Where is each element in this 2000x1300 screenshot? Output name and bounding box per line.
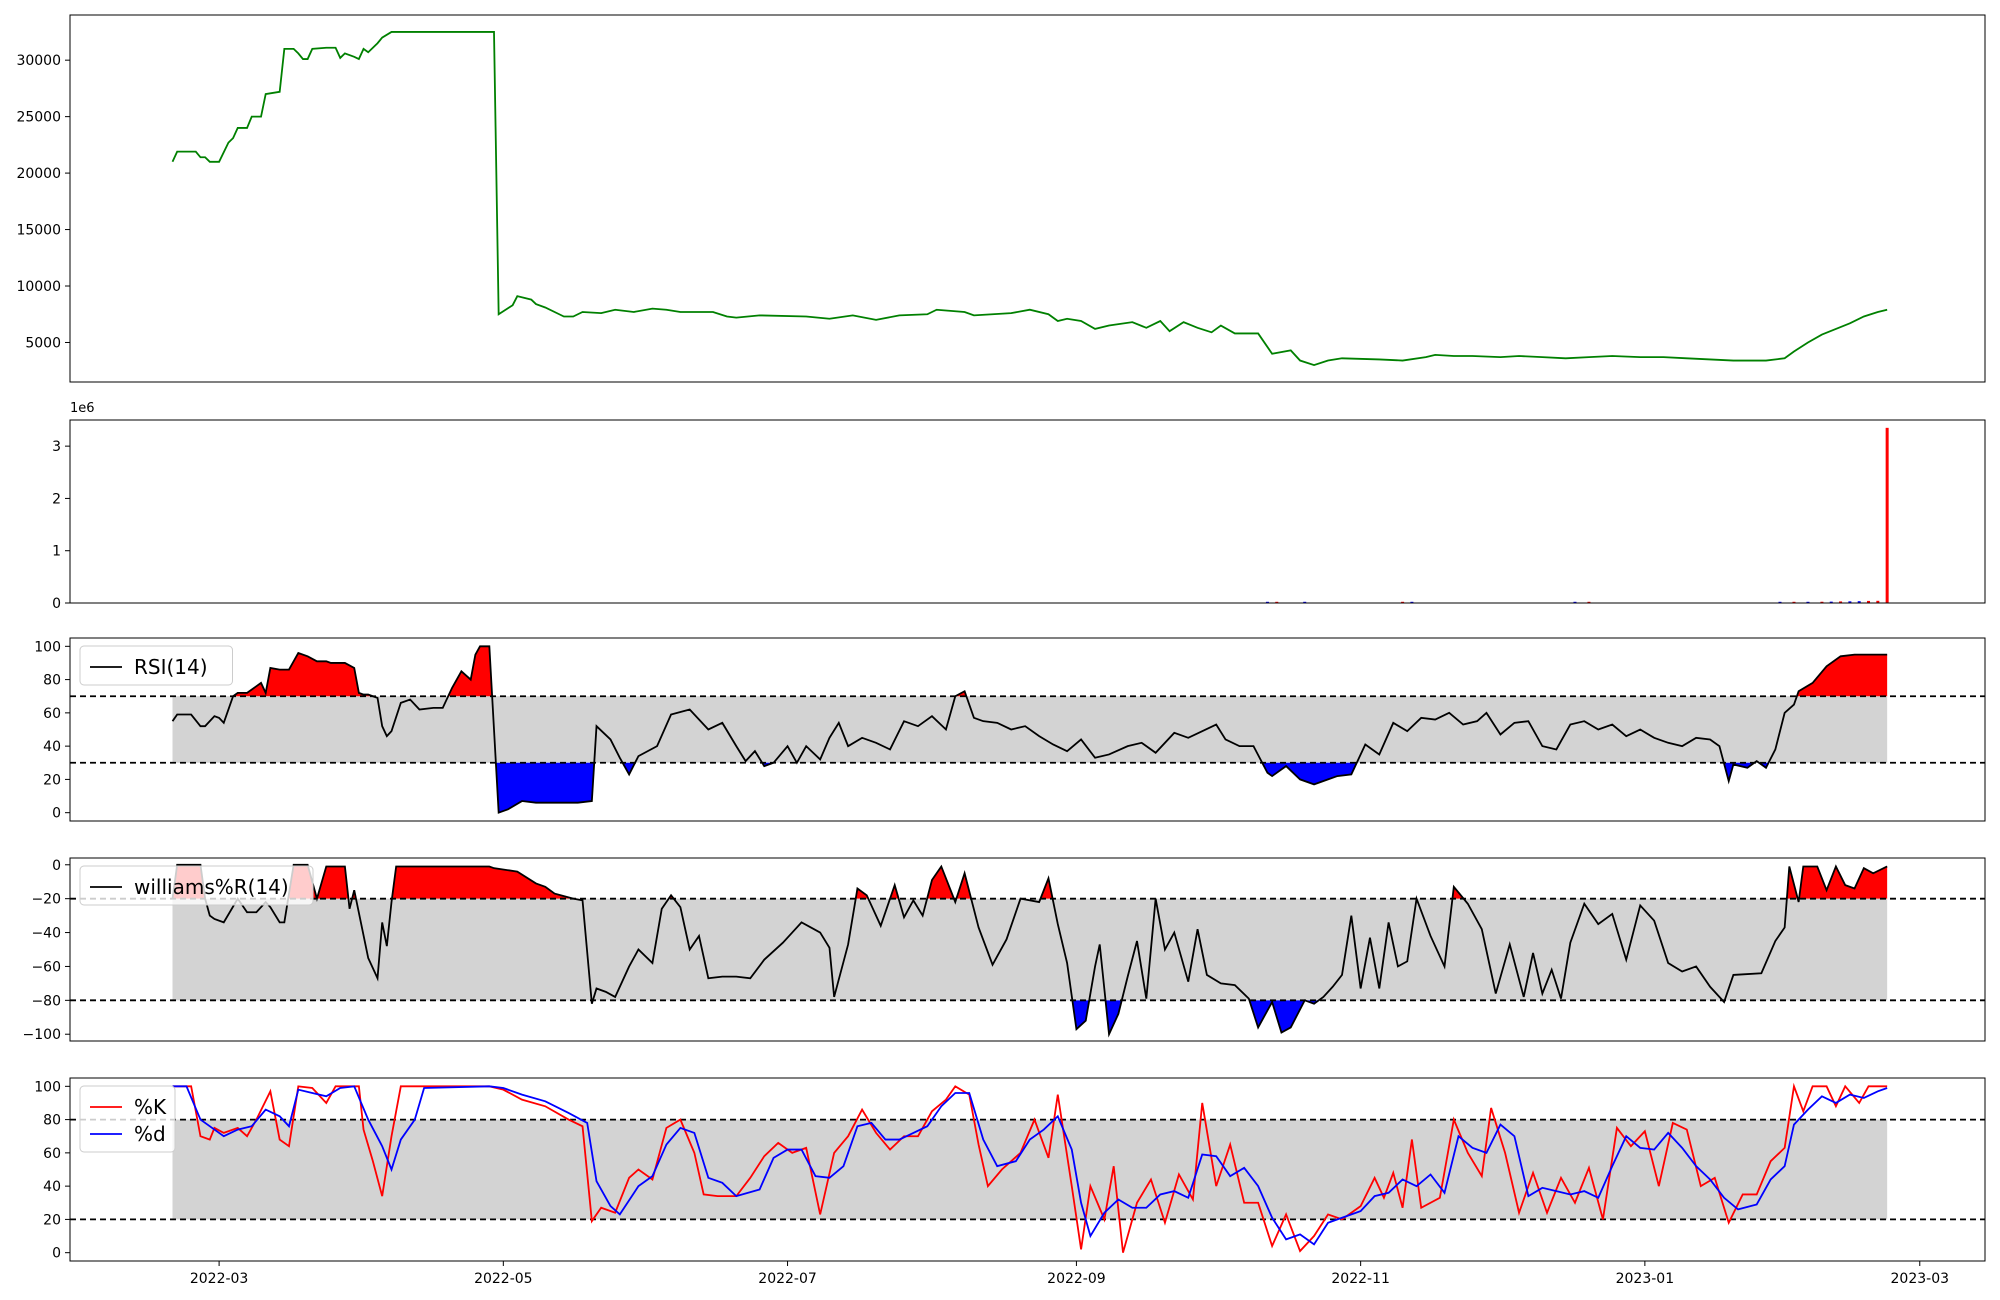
stochastic-series-line bbox=[172, 1082, 1888, 1253]
y-tick-label: 0 bbox=[52, 806, 61, 822]
williams-legend-label: williams%R(14) bbox=[134, 875, 289, 899]
x-tick-label: 2022-07 bbox=[758, 1271, 817, 1287]
y-tick-label: 40 bbox=[43, 739, 61, 755]
y-tick-label: 20 bbox=[43, 1212, 61, 1228]
rsi-oversold-fill bbox=[495, 762, 595, 813]
y-tick-label: 100 bbox=[34, 1079, 61, 1095]
y-tick-label: 3 bbox=[52, 439, 61, 455]
y-tick-label: 30000 bbox=[16, 53, 61, 69]
williams-series-line bbox=[171, 863, 1888, 1038]
williams-oversold-fill bbox=[1105, 1000, 1122, 1035]
rsi-legend-label: RSI(14) bbox=[134, 655, 208, 679]
price-frame bbox=[69, 14, 1986, 383]
y-tick-label: 25000 bbox=[16, 110, 61, 126]
volume-bar bbox=[1275, 601, 1279, 603]
y-tick-label: 100 bbox=[34, 639, 61, 655]
y-tick-label: −100 bbox=[23, 1027, 61, 1043]
y-tick-label: 80 bbox=[43, 1113, 61, 1129]
x-tick-label: 2023-01 bbox=[1616, 1271, 1675, 1287]
volume-bar bbox=[1829, 601, 1833, 603]
volume-bar bbox=[1885, 427, 1889, 603]
williams-frame bbox=[69, 857, 1986, 1042]
rsi-oversold-fill bbox=[622, 762, 636, 775]
y-multiplier-label: 1e6 bbox=[70, 401, 95, 416]
rsi-series-line bbox=[171, 645, 1888, 814]
y-tick-label: 0 bbox=[52, 858, 61, 874]
x-tick-label: 2022-09 bbox=[1047, 1271, 1106, 1287]
volume-bar bbox=[1778, 601, 1782, 603]
y-tick-label: 80 bbox=[43, 673, 61, 689]
y-tick-label: 40 bbox=[43, 1179, 61, 1195]
williams-overbought-fill bbox=[927, 866, 954, 899]
y-tick-label: −40 bbox=[31, 926, 61, 942]
volume-bar bbox=[1876, 600, 1880, 603]
volume-bar bbox=[1839, 601, 1843, 603]
rsi-legend bbox=[79, 645, 233, 686]
y-tick-label: 0 bbox=[52, 1246, 61, 1262]
volume-bar bbox=[1401, 601, 1405, 603]
x-tick-label: 2023-03 bbox=[1891, 1271, 1950, 1287]
x-tick-label: 2022-05 bbox=[474, 1271, 533, 1287]
williams-oversold-fill bbox=[1072, 1000, 1090, 1030]
rsi-overbought-fill bbox=[448, 646, 493, 697]
stochastic-legend bbox=[79, 1085, 176, 1153]
x-tick-label: 2022-03 bbox=[190, 1271, 249, 1287]
volume-bar bbox=[1857, 601, 1861, 603]
williams-overbought-fill bbox=[890, 885, 899, 899]
y-tick-label: 10000 bbox=[16, 279, 61, 295]
rsi-overbought-fill bbox=[1796, 654, 1888, 697]
y-tick-label: 20000 bbox=[16, 166, 61, 182]
volume-frame bbox=[69, 419, 1986, 604]
stochastic-frame bbox=[69, 1077, 1986, 1262]
williams-band bbox=[172, 898, 1888, 1001]
y-tick-label: 60 bbox=[43, 706, 61, 722]
volume-bar bbox=[1587, 601, 1591, 603]
y-tick-label: 15000 bbox=[16, 223, 61, 239]
williams-overbought-fill bbox=[956, 873, 972, 899]
rsi-frame bbox=[69, 637, 1986, 822]
volume-bar bbox=[1820, 601, 1824, 603]
volume-bar bbox=[1573, 601, 1577, 603]
x-tick-label: 2022-11 bbox=[1331, 1271, 1390, 1287]
williams-overbought-fill bbox=[1040, 878, 1053, 899]
volume-bar bbox=[1848, 601, 1852, 603]
stochastic-legend-label: %d bbox=[134, 1122, 166, 1146]
y-tick-label: −80 bbox=[31, 993, 61, 1009]
volume-bar bbox=[1303, 601, 1307, 603]
williams-overbought-fill bbox=[855, 888, 869, 899]
y-tick-label: 1 bbox=[52, 544, 61, 560]
y-tick-label: 2 bbox=[52, 491, 61, 507]
rsi-overbought-fill bbox=[233, 652, 373, 697]
stochastic-band bbox=[172, 1119, 1888, 1220]
volume-bar bbox=[1806, 601, 1810, 603]
volume-bar bbox=[1265, 601, 1269, 603]
stochastic-series-line bbox=[172, 1085, 1888, 1246]
williams-legend bbox=[79, 865, 314, 906]
y-tick-label: 20 bbox=[43, 772, 61, 788]
y-tick-label: 60 bbox=[43, 1146, 61, 1162]
volume-bar bbox=[1792, 601, 1796, 603]
volume-bar bbox=[1867, 600, 1871, 603]
volume-bar bbox=[1410, 601, 1414, 603]
rsi-oversold-fill bbox=[1262, 762, 1357, 785]
stochastic-legend-label: %K bbox=[134, 1095, 167, 1119]
y-tick-label: −20 bbox=[31, 892, 61, 908]
y-tick-label: −60 bbox=[31, 959, 61, 975]
y-tick-label: 0 bbox=[52, 596, 61, 612]
price-line bbox=[171, 31, 1888, 367]
y-tick-label: 5000 bbox=[25, 335, 61, 351]
williams-overbought-fill bbox=[391, 866, 574, 899]
